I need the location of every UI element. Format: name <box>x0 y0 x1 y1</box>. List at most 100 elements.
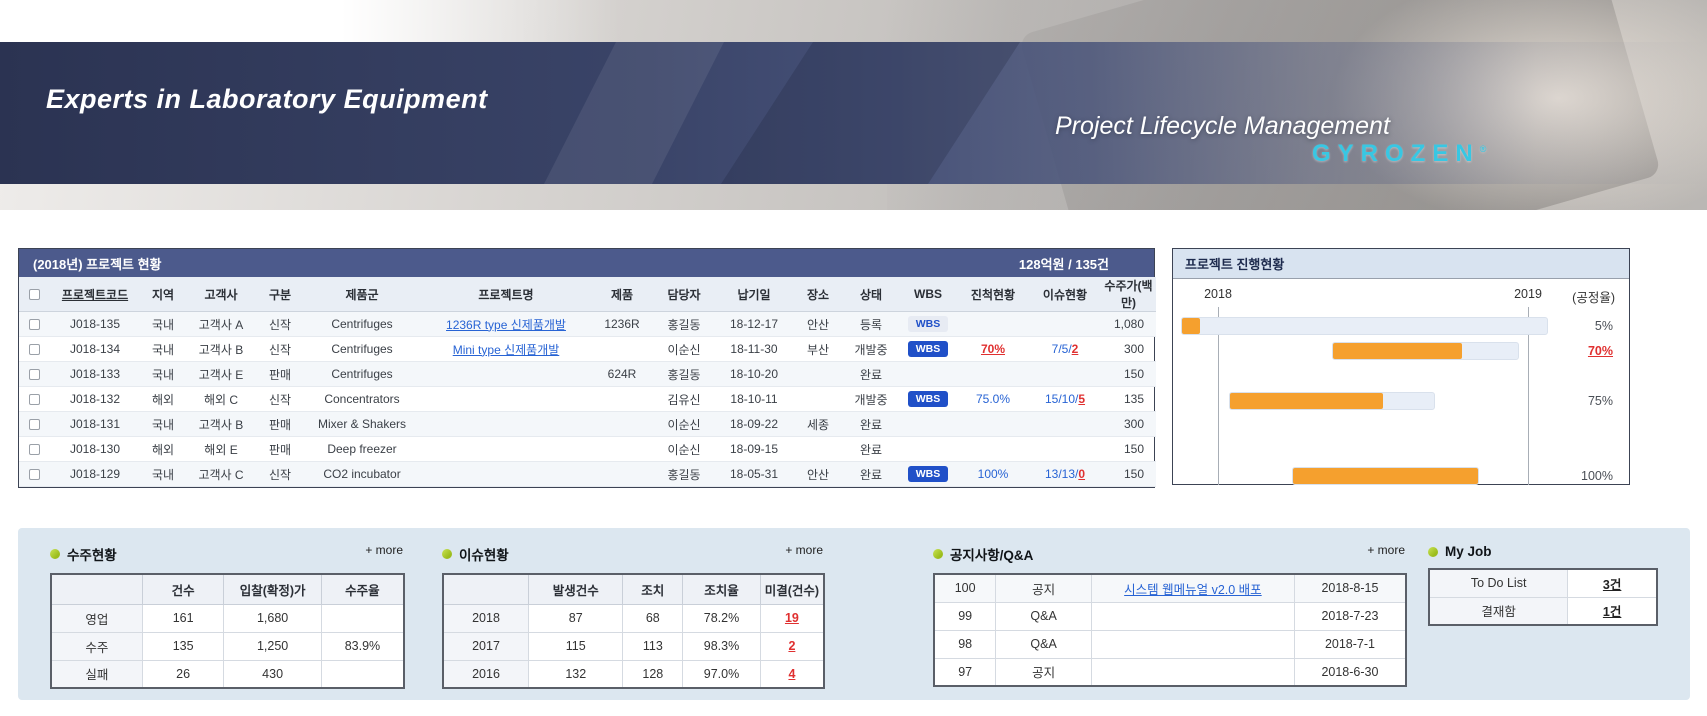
cell-family: CO2 incubator <box>303 461 421 487</box>
issues-count: 15/10/ <box>1044 392 1079 406</box>
row-checkbox[interactable] <box>28 319 40 331</box>
issues-handled: 128 <box>622 659 684 689</box>
row-checkbox[interactable] <box>28 469 40 481</box>
cell-issues: 7/5/2 <box>1029 336 1101 362</box>
row-checkbox[interactable] <box>28 444 40 456</box>
wbs-badge[interactable]: WBS <box>907 341 949 357</box>
header-checkbox[interactable] <box>28 289 40 301</box>
notice-subject-cell <box>1090 629 1295 659</box>
column-header: 납기일 <box>715 277 793 312</box>
cell-manager: 이순신 <box>653 411 715 437</box>
gantt-track <box>1331 342 1519 360</box>
cell-product: 624R <box>591 361 653 387</box>
projects-table-head: 프로젝트코드 지역 고객사 구분 제품군 프로젝트명 제품 담당자 납기일 장소 상태 WBS 진척현황… <box>19 277 1156 312</box>
notices-more-button[interactable]: + more <box>1367 543 1405 557</box>
cell-customer: 고객사 B <box>185 336 257 362</box>
issues-pending-count[interactable]: 2 <box>1071 342 1079 356</box>
banner-navy-band <box>0 42 1707 184</box>
checkbox-cell <box>19 436 49 462</box>
cell-issues <box>1029 311 1101 337</box>
row-checkbox[interactable] <box>28 344 40 356</box>
cell-place: 안산 <box>793 311 843 337</box>
notice-category: Q&A <box>995 601 1092 631</box>
cell-family: Centrifuges <box>303 336 421 362</box>
column-header: 이슈현황 <box>1029 277 1101 312</box>
cell-family: Centrifuges <box>303 311 421 337</box>
cell-place <box>793 436 843 462</box>
orders-row-label: 영업 <box>50 603 143 633</box>
notices-title-row: 공지사항/Q&A + more <box>933 528 1407 573</box>
cell-code: J018-129 <box>49 461 141 487</box>
myjob-value-link[interactable]: 1건 <box>1602 605 1622 620</box>
orders-row: 수주 135 1,250 83.9% <box>50 631 405 661</box>
cell-customer: 해외 C <box>185 386 257 412</box>
banner-tagline-left: Experts in Laboratory Equipment <box>46 84 488 114</box>
cell-type: 신작 <box>257 311 303 337</box>
project-link[interactable]: Mini type 신제품개발 <box>452 342 560 357</box>
cell-code: J018-131 <box>49 411 141 437</box>
orders-rate <box>320 659 405 689</box>
orders-title-row: 수주현황 + more <box>50 528 405 573</box>
issues-pending-link[interactable]: 19 <box>784 611 799 625</box>
orders-row: 영업 161 1,680 <box>50 603 405 633</box>
gantt-percent-label[interactable]: 70% <box>1587 344 1613 358</box>
issues-year-label: 2018 <box>442 603 530 633</box>
column-header: 장소 <box>793 277 843 312</box>
column-header: 진척현황 <box>957 277 1029 312</box>
cell-amount: 300 <box>1101 336 1156 362</box>
brand-text: GYROZEN <box>1312 140 1480 167</box>
cell-amount: 1,080 <box>1101 311 1156 337</box>
myjob-value-link[interactable]: 3건 <box>1602 577 1622 592</box>
projects-summary: 128억원 / 135건 <box>1018 256 1109 272</box>
project-link[interactable]: 1236R type 신제품개발 <box>446 317 566 332</box>
issues-more-button[interactable]: + more <box>785 543 823 557</box>
bottom-section: 수주현황 + more 건수 입찰(확정)가 수주율 영업 161 1,680 수주 135 1… <box>18 528 1690 700</box>
cell-issues <box>1029 436 1101 462</box>
column-header[interactable]: 프로젝트코드 <box>49 277 141 312</box>
cell-manager: 이순신 <box>653 336 715 362</box>
cell-issues <box>1029 411 1101 437</box>
cell-place: 부산 <box>793 336 843 362</box>
bullet-icon <box>933 549 943 559</box>
wbs-badge[interactable]: WBS <box>907 466 949 482</box>
cell-progress: 70% <box>957 336 1029 362</box>
orders-count: 26 <box>141 659 225 689</box>
cell-type: 신작 <box>257 336 303 362</box>
issues-pending-cell: 19 <box>759 603 825 633</box>
cell-issues: 15/10/5 <box>1029 386 1101 412</box>
myjob-row: To Do List 3건 <box>1428 568 1658 598</box>
progress-value[interactable]: 70% <box>980 342 1006 356</box>
cell-code: J018-130 <box>49 436 141 462</box>
cell-due-date: 18-05-31 <box>715 461 793 487</box>
myjob-label: 결재함 <box>1428 596 1569 626</box>
notices-table: 100 공지 시스템 웹메뉴얼 v2.0 배포 2018-8-15 99 Q&A 2018-… <box>933 573 1407 687</box>
column-header: 상태 <box>843 277 899 312</box>
orders-more-button[interactable]: + more <box>365 543 403 557</box>
row-checkbox[interactable] <box>28 369 40 381</box>
cell-due-date: 18-12-17 <box>715 311 793 337</box>
wbs-badge[interactable]: WBS <box>907 391 949 407</box>
gantt-gridline-2018 <box>1218 307 1219 485</box>
myjob-value-cell: 1건 <box>1567 596 1658 626</box>
issues-pending-link[interactable]: 4 <box>788 666 796 681</box>
notice-subject-link[interactable]: 시스템 웹메뉴얼 v2.0 배포 <box>1124 582 1262 597</box>
orders-table: 건수 입찰(확정)가 수주율 영업 161 1,680 수주 135 1,250 83.9% 실패 2… <box>50 573 405 689</box>
myjob-label: To Do List <box>1428 568 1569 598</box>
issues-pending-count[interactable]: 5 <box>1078 392 1086 406</box>
issues-pending-link[interactable]: 2 <box>788 639 796 653</box>
column-header: 제품 <box>591 277 653 312</box>
row-checkbox[interactable] <box>28 394 40 406</box>
wbs-badge[interactable]: WBS <box>907 316 949 332</box>
orders-row: 실패 26 430 <box>50 659 405 689</box>
issues-column-header: 발생건수 <box>528 573 624 605</box>
notice-row: 97 공지 2018-6-30 <box>933 657 1407 687</box>
row-checkbox[interactable] <box>28 419 40 431</box>
cell-type: 신작 <box>257 461 303 487</box>
notice-date: 2018-8-15 <box>1293 573 1407 603</box>
cell-status: 완료 <box>843 411 899 437</box>
gantt-track <box>1229 392 1435 410</box>
column-header: WBS <box>899 277 957 312</box>
issues-pending-count[interactable]: 0 <box>1078 467 1086 481</box>
cell-product <box>591 436 653 462</box>
